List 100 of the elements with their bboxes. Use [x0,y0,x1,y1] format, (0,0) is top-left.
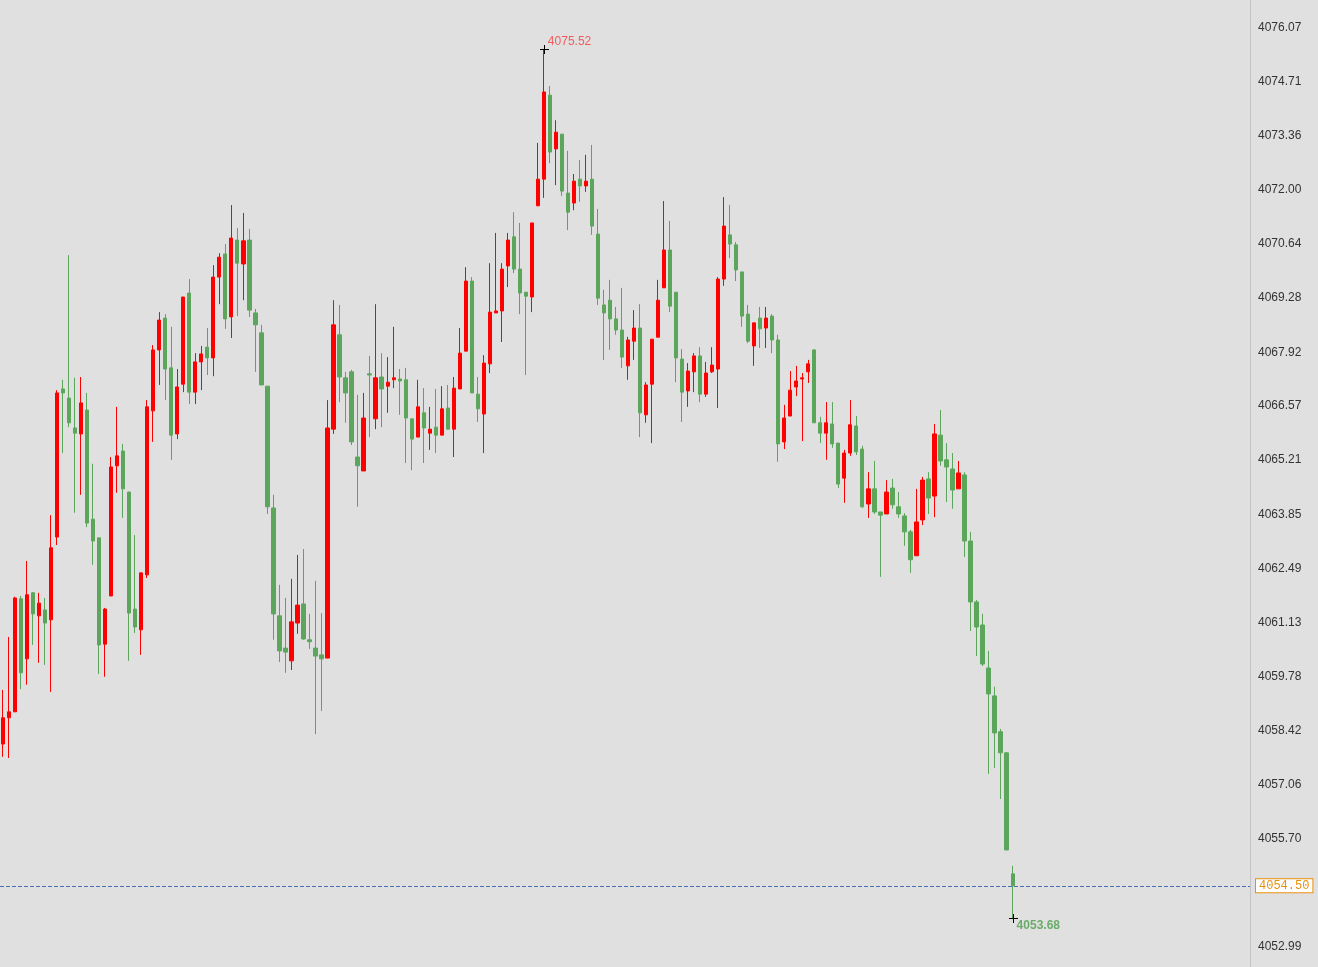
candlestick [494,232,498,314]
candlestick [446,384,450,430]
candlestick [746,304,750,344]
candlestick [416,379,420,438]
ref-line-label: 4054.50 [1259,878,1310,893]
y-tick-label: 4059.78 [1258,668,1302,683]
candlestick [716,276,720,409]
candlestick [524,291,528,376]
candlestick [728,204,732,259]
candlestick [1,689,5,758]
candlestick [253,308,258,373]
candlestick [920,476,925,526]
candlestick [932,423,937,518]
y-tick-label: 4055.70 [1258,831,1302,846]
candlestick [596,208,600,306]
candlestick [560,133,564,197]
candlestick [500,262,504,343]
candlestick [950,452,955,510]
candlestick [229,204,233,339]
candlestick [43,597,47,666]
candlestick [163,313,167,401]
y-tick-label: 4057.06 [1258,776,1302,791]
candlestick [361,392,366,472]
candlestick [85,392,89,528]
annotation: 4053.68 [1016,918,1061,933]
candlestick [572,173,576,211]
candlestick [265,385,270,515]
candlestick [422,387,426,464]
candlestick [806,359,810,384]
y-tick-label: 4058.42 [1258,722,1302,737]
candlestick [199,345,203,391]
candlestick [740,271,744,328]
candlestick [367,355,372,438]
candlestick [61,379,65,454]
candlestick [782,404,786,450]
candlestick [19,595,23,690]
y-tick-label: 4052.99 [1258,938,1302,953]
candlestick [139,572,143,656]
candlestick [355,394,360,508]
candlestick [235,227,239,317]
candlestick [410,418,414,471]
candlestick [470,276,474,394]
candlestick [464,266,468,352]
candlestick [211,264,215,377]
candlestick [133,534,137,634]
candlestick [836,442,840,489]
candlestick [175,368,179,440]
candlestick [548,85,552,164]
candlestick [884,479,889,515]
candlestick [662,200,666,289]
candlestick [452,376,456,458]
candlestick [49,514,53,693]
y-tick-label: 4069.28 [1258,290,1302,305]
y-tick-label: 4066.57 [1258,398,1302,413]
candlestick [626,336,630,381]
candlestick [608,279,612,351]
candlestick [482,354,486,454]
candlestick [692,352,696,393]
candlestick [1011,865,1015,919]
candlestick [247,228,252,318]
candlestick [386,356,390,414]
candlestick [824,401,828,461]
y-tick-label: 4062.49 [1258,560,1302,575]
candlestick [398,368,402,416]
candlestick [187,278,191,405]
candlestick [512,211,516,274]
candlestick [458,327,462,390]
candlestick [776,334,780,463]
candlestick [860,445,864,509]
candlestick [830,401,834,449]
candlestick [169,326,173,461]
candlestick [842,449,846,504]
candlestick [181,296,185,393]
candlestick [584,154,588,193]
candlestick [97,537,101,675]
candlestick [13,596,17,713]
candlestick [271,494,276,641]
candlestick [55,389,59,546]
candlestick [794,365,798,397]
candlestick [506,232,510,288]
candlestick [145,399,149,579]
candlestick [914,488,919,557]
candlestick [638,303,642,438]
candlestick [476,376,480,423]
candlestick [67,254,71,428]
candlestick [590,144,594,236]
candlestick [392,326,396,389]
candlestick [518,222,522,315]
candlestick [650,338,654,444]
candlestick [578,159,582,203]
candlestick [73,377,77,514]
candlestick [698,346,702,403]
candlestick [440,385,444,436]
y-tick-label: 4074.71 [1258,74,1302,89]
candlestick [542,48,546,199]
candlestick [79,376,83,496]
candlestick [956,460,961,490]
y-tick-label: 4067.92 [1258,344,1302,359]
candlestick [752,322,756,367]
candlestick [554,119,558,186]
